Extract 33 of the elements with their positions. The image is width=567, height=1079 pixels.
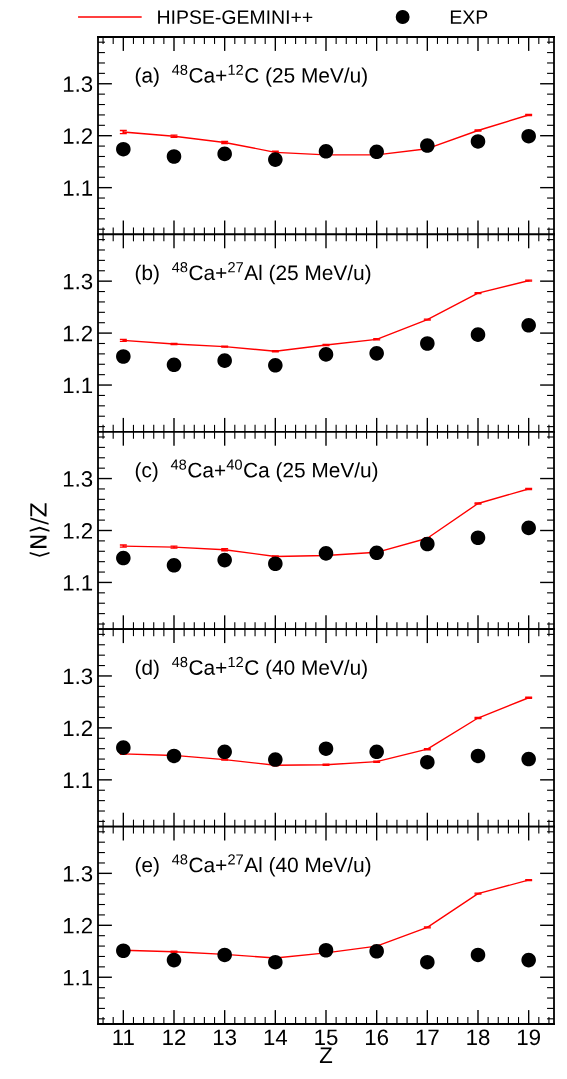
y-tick-label: 1.3 [63, 76, 93, 93]
y-tick-label: 1.3 [63, 865, 93, 882]
x-tick-label: 18 [467, 1029, 490, 1046]
y-tick-label: 1.2 [63, 523, 93, 539]
y-tick-label: 1.2 [63, 128, 93, 144]
annotation: (d) $^{48}$Ca+$^{12}$C (40 MeV/u) [135, 656, 367, 680]
y-tick-label: 1.1 [63, 377, 93, 394]
y-tick-label: 1.2 [63, 720, 93, 736]
annotation: (a) $^{48}$Ca+$^{12}$C (25 MeV/u) [135, 64, 367, 87]
annotation: (e) $^{48}$Ca+$^{27}$Al (40 MeV/u) [135, 854, 371, 877]
y-tick-label: 1.3 [63, 471, 93, 487]
y-tick-label: 1.1 [63, 772, 93, 788]
x-tick-label: 11 [113, 1029, 134, 1045]
annotation: (c) $^{48}$Ca+$^{40}$Ca (25 MeV/u) [135, 459, 378, 482]
x-tick-label: 14 [264, 1029, 288, 1045]
y-tick-label: 1.1 [63, 970, 93, 986]
x-tick-label: 12 [163, 1029, 186, 1045]
annotation: (b) $^{48}$Ca+$^{27}$Al (25 MeV/u) [135, 262, 371, 285]
y-axis-title: ⟨N⟩/Z [29, 503, 50, 557]
x-tick-label: 19 [518, 1029, 540, 1046]
y-tick-label: 1.3 [63, 668, 93, 685]
y-tick-label: 1.3 [63, 273, 93, 290]
y-tick-label: 1.2 [63, 917, 93, 934]
legend-label: HIPSE-GEMINI++ [158, 10, 313, 24]
x-tick-label: 16 [366, 1029, 389, 1046]
x-axis-title: Z [319, 1047, 333, 1063]
y-tick-label: 1.2 [63, 325, 93, 342]
y-tick-label: 1.1 [63, 180, 93, 196]
x-tick-label: 15 [315, 1029, 338, 1046]
x-tick-label: 13 [214, 1029, 237, 1046]
legend-label: EXP [450, 10, 488, 24]
x-tick-label: 17 [416, 1029, 439, 1045]
y-tick-label: 1.1 [63, 575, 93, 591]
